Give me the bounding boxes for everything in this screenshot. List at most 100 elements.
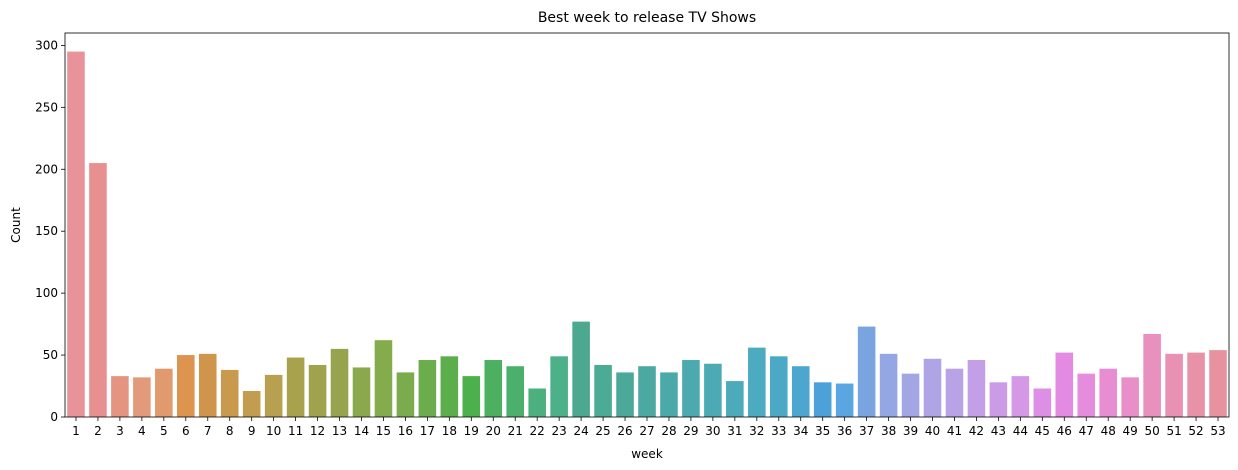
bar-week-15 <box>374 340 393 417</box>
x-tick-label: 47 <box>1079 424 1094 438</box>
bar-week-45 <box>1033 388 1052 417</box>
bar-week-6 <box>177 355 195 417</box>
bar-week-29 <box>682 360 700 417</box>
bar-week-52 <box>1187 352 1205 417</box>
x-tick-label: 53 <box>1210 424 1225 438</box>
x-tick-label: 15 <box>376 424 391 438</box>
x-tick-label: 20 <box>486 424 501 438</box>
bar-week-46 <box>1055 352 1074 417</box>
y-tick-label: 0 <box>50 410 58 424</box>
bar-week-39 <box>901 373 920 417</box>
bar-week-25 <box>594 364 612 417</box>
x-tick-label: 21 <box>508 424 523 438</box>
x-tick-label: 25 <box>595 424 610 438</box>
x-tick-label: 45 <box>1035 424 1050 438</box>
x-tick-label: 17 <box>420 424 435 438</box>
bar-week-35 <box>813 382 832 417</box>
y-tick-label: 300 <box>35 38 58 52</box>
bar-week-28 <box>660 372 678 417</box>
x-tick-label: 48 <box>1101 424 1116 438</box>
x-tick-label: 46 <box>1057 424 1072 438</box>
bar-week-40 <box>923 358 942 417</box>
bar-week-42 <box>967 360 986 417</box>
bar-week-23 <box>550 356 568 417</box>
x-tick-label: 28 <box>661 424 676 438</box>
x-tick-label: 9 <box>248 424 256 438</box>
x-tick-label: 24 <box>573 424 588 438</box>
x-tick-label: 19 <box>464 424 479 438</box>
x-tick-label: 31 <box>727 424 742 438</box>
x-tick-label: 51 <box>1166 424 1181 438</box>
bar-week-3 <box>111 376 129 417</box>
bar-week-53 <box>1209 350 1227 417</box>
x-tick-label: 30 <box>705 424 720 438</box>
y-tick-label: 150 <box>35 224 58 238</box>
x-tick-label: 26 <box>617 424 632 438</box>
x-tick-label: 36 <box>837 424 852 438</box>
bar-week-32 <box>748 347 766 417</box>
x-tick-label: 39 <box>903 424 918 438</box>
x-tick-label: 4 <box>138 424 146 438</box>
bar-week-20 <box>484 360 503 417</box>
bar-week-43 <box>989 382 1008 417</box>
x-tick-label: 23 <box>552 424 567 438</box>
x-tick-label: 11 <box>288 424 303 438</box>
bar-week-1 <box>67 51 85 417</box>
bar-week-17 <box>418 360 437 417</box>
chart-title: Best week to release TV Shows <box>538 10 756 26</box>
bar-week-5 <box>155 368 173 417</box>
x-tick-label: 41 <box>947 424 962 438</box>
bar-week-9 <box>242 390 261 417</box>
bar-week-4 <box>133 377 151 417</box>
x-axis-ticks: 1 2 3 4 5 6 7 8 9 10 11 12 13 14 15 16 17 18 19 20 21 22 23 24 2… <box>72 417 1226 438</box>
bar-week-22 <box>528 388 546 417</box>
x-tick-label: 22 <box>530 424 545 438</box>
bar-week-7 <box>198 353 217 417</box>
bar-week-41 <box>945 368 964 417</box>
x-tick-label: 13 <box>332 424 347 438</box>
bar-week-30 <box>704 363 722 417</box>
x-tick-label: 33 <box>771 424 786 438</box>
bar-week-31 <box>726 381 744 417</box>
x-tick-label: 44 <box>1013 424 1028 438</box>
x-tick-label: 3 <box>116 424 124 438</box>
y-tick-label: 200 <box>35 162 58 176</box>
x-tick-label: 43 <box>991 424 1006 438</box>
bar-week-26 <box>616 372 634 417</box>
x-tick-label: 29 <box>683 424 698 438</box>
bar-week-16 <box>396 372 415 417</box>
bar-week-13 <box>330 348 349 417</box>
x-tick-label: 52 <box>1188 424 1203 438</box>
x-tick-label: 8 <box>226 424 234 438</box>
bar-week-51 <box>1165 353 1183 417</box>
x-tick-label: 12 <box>310 424 325 438</box>
x-tick-label: 37 <box>859 424 874 438</box>
bar-week-12 <box>308 364 327 417</box>
bar-week-21 <box>506 366 525 417</box>
x-tick-label: 49 <box>1123 424 1138 438</box>
y-axis-ticks: 0 50 100 150 200 250 300 <box>35 38 65 424</box>
y-tick-label: 250 <box>35 100 58 114</box>
bar-week-19 <box>462 376 481 417</box>
x-tick-label: 35 <box>815 424 830 438</box>
bar-week-14 <box>352 367 371 417</box>
plot-frame <box>64 32 1230 418</box>
x-tick-label: 34 <box>793 424 808 438</box>
bar-week-18 <box>440 356 459 417</box>
bar-week-44 <box>1011 376 1030 417</box>
x-tick-label: 16 <box>398 424 413 438</box>
bar-week-48 <box>1099 368 1117 417</box>
x-tick-label: 38 <box>881 424 896 438</box>
y-tick-label: 50 <box>43 348 58 362</box>
x-tick-label: 1 <box>72 424 80 438</box>
x-tick-label: 14 <box>354 424 369 438</box>
x-tick-label: 40 <box>925 424 940 438</box>
bar-week-11 <box>286 357 305 417</box>
bar-week-27 <box>638 366 656 417</box>
x-tick-label: 50 <box>1144 424 1159 438</box>
x-tick-label: 32 <box>749 424 764 438</box>
bar-week-8 <box>220 369 239 417</box>
bar-week-10 <box>264 374 283 417</box>
x-tick-label: 6 <box>182 424 190 438</box>
